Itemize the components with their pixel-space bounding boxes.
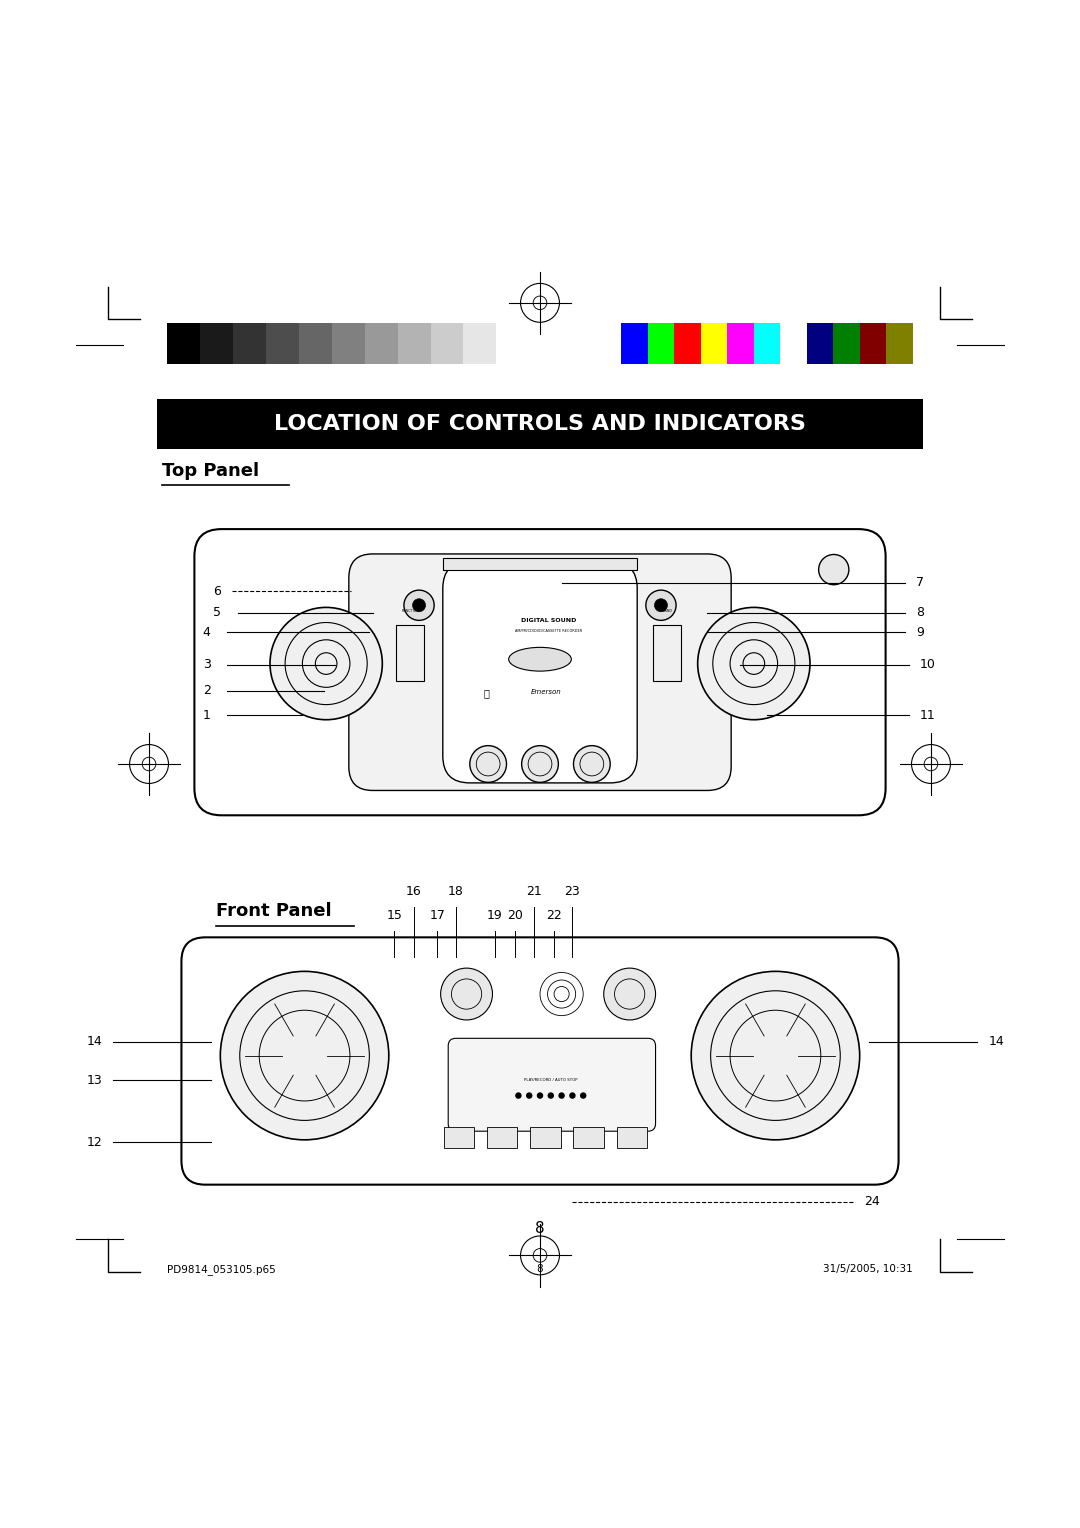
Text: 31/5/2005, 10:31: 31/5/2005, 10:31 [823,1265,913,1274]
Text: 8: 8 [537,1265,543,1274]
Text: 8: 8 [536,1221,544,1236]
Text: LOCATION OF CONTROLS AND INDICATORS: LOCATION OF CONTROLS AND INDICATORS [274,414,806,434]
FancyBboxPatch shape [443,561,637,782]
Circle shape [558,1093,565,1099]
Text: 16: 16 [406,885,421,898]
Text: BAND: BAND [662,608,673,613]
Text: 15: 15 [387,909,402,923]
Bar [443,558,637,570]
Text: 23: 23 [565,885,580,898]
Bar [886,324,913,364]
Bar [299,324,332,364]
Text: AM/FM/CD/DVD/CASSETTE RECORDER: AM/FM/CD/DVD/CASSETTE RECORDER [515,630,582,633]
Circle shape [537,1093,543,1099]
Text: 24: 24 [864,1195,880,1209]
Text: PD9814_053105.p65: PD9814_053105.p65 [167,1264,276,1274]
Text: 7: 7 [916,576,923,590]
Bar [754,324,780,364]
Text: 10: 10 [920,659,936,671]
Circle shape [691,972,860,1140]
Bar [396,625,424,681]
Bar [701,324,727,364]
Text: 9: 9 [916,626,923,639]
FancyBboxPatch shape [448,1039,656,1131]
Text: PLAY/RECORD / AUTO STOP: PLAY/RECORD / AUTO STOP [524,1079,578,1082]
Text: 22: 22 [546,909,562,923]
Text: 3: 3 [203,659,211,671]
Text: FUNCTION: FUNCTION [402,608,419,613]
Text: ⓔ: ⓔ [483,688,489,698]
FancyBboxPatch shape [349,555,731,790]
FancyBboxPatch shape [181,937,899,1184]
Bar [617,1126,647,1149]
Circle shape [515,1093,522,1099]
Circle shape [569,1093,576,1099]
Text: 14: 14 [86,1034,103,1048]
Circle shape [522,746,558,782]
Bar [860,324,886,364]
FancyBboxPatch shape [194,529,886,816]
Bar [266,324,299,364]
Bar [497,324,529,364]
Bar [157,399,923,449]
Text: Top Panel: Top Panel [162,461,259,480]
Ellipse shape [509,648,571,671]
Text: 13: 13 [86,1074,103,1086]
Circle shape [819,555,849,585]
Bar [653,625,681,681]
Bar [200,324,233,364]
Circle shape [404,590,434,620]
Bar [780,324,807,364]
Circle shape [220,972,389,1140]
Text: 8: 8 [916,607,923,619]
Bar [233,324,266,364]
Bar [530,1126,561,1149]
Text: 2: 2 [203,685,211,697]
Text: 11: 11 [920,709,936,721]
Text: 1: 1 [203,709,211,721]
Circle shape [470,746,507,782]
Bar [332,324,365,364]
Circle shape [573,746,610,782]
Text: 17: 17 [430,909,445,923]
Bar [463,324,497,364]
Text: 6: 6 [214,585,221,597]
Text: 21: 21 [526,885,541,898]
Bar [727,324,754,364]
Bar [621,324,648,364]
Text: 4: 4 [203,626,211,639]
Circle shape [548,1093,554,1099]
Text: Emerson: Emerson [531,689,562,695]
Circle shape [698,608,810,720]
Circle shape [270,608,382,720]
Text: DIGITAL SOUND: DIGITAL SOUND [521,617,577,623]
Text: Front Panel: Front Panel [216,902,332,920]
Bar [167,324,200,364]
Circle shape [526,1093,532,1099]
Bar [833,324,860,364]
Bar [365,324,397,364]
Circle shape [654,599,667,611]
Text: 12: 12 [86,1135,103,1149]
Text: 20: 20 [508,909,523,923]
Bar [487,1126,517,1149]
Bar [431,324,463,364]
Circle shape [441,969,492,1021]
Circle shape [646,590,676,620]
Text: 5: 5 [214,607,221,619]
Text: 14: 14 [988,1034,1004,1048]
Bar [674,324,701,364]
Bar [444,1126,474,1149]
Circle shape [413,599,426,611]
Bar [807,324,833,364]
Circle shape [580,1093,586,1099]
Bar [397,324,431,364]
Bar [573,1126,604,1149]
Text: 18: 18 [448,885,463,898]
Circle shape [604,969,656,1021]
Bar [648,324,674,364]
Text: 19: 19 [487,909,502,923]
